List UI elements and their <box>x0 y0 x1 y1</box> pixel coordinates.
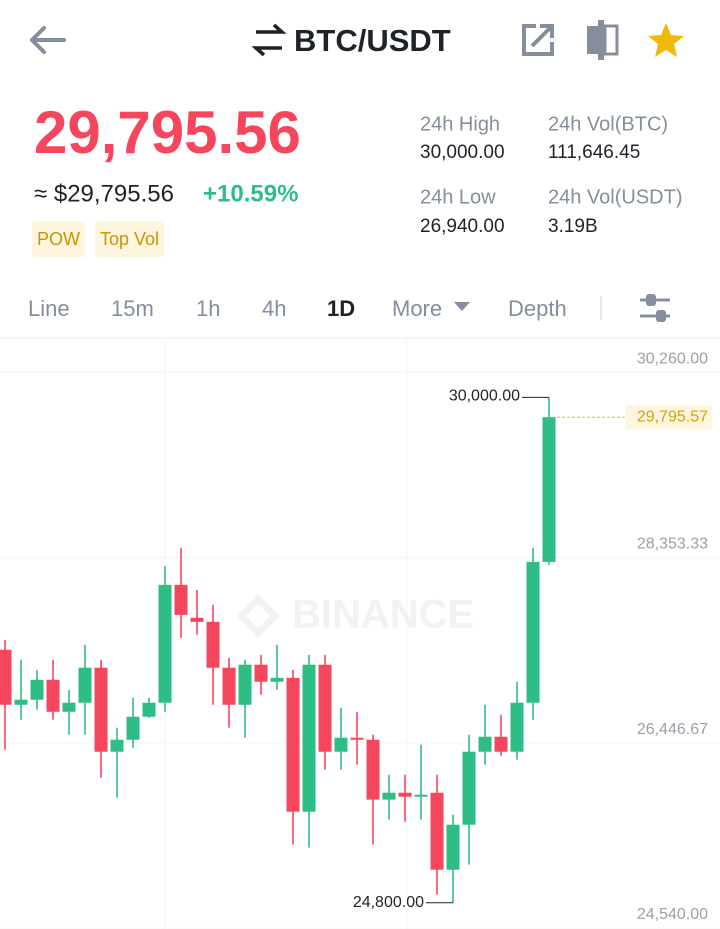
candle-body <box>526 561 540 703</box>
candle-body <box>30 679 44 700</box>
favorite-star[interactable] <box>648 23 684 57</box>
watermark: BINANCE <box>236 593 474 638</box>
candle-body <box>446 824 460 870</box>
candle-body <box>398 792 412 797</box>
swap-icon[interactable] <box>251 23 287 57</box>
tab[interactable]: Line <box>28 296 70 321</box>
y-tick-label: 26,446.67 <box>637 721 708 738</box>
stat-value: 111,646.45 <box>548 142 640 163</box>
candle-body <box>14 699 28 705</box>
watermark-logo <box>236 594 280 638</box>
last-price: 29,795.56 <box>34 99 301 166</box>
dropdown-triangle <box>454 302 470 311</box>
settings-icon <box>656 310 666 322</box>
settings-icon <box>646 294 656 306</box>
candle-body <box>0 649 12 705</box>
candle-body <box>414 794 428 797</box>
back-button[interactable] <box>30 26 66 54</box>
chart-settings[interactable] <box>640 294 670 322</box>
candle-body <box>494 736 508 752</box>
share-button[interactable] <box>522 24 554 56</box>
candle-body <box>382 792 396 800</box>
candle-body <box>222 667 236 705</box>
candle-body <box>270 677 284 682</box>
y-tick-label: 24,540.00 <box>637 906 708 923</box>
candle-body <box>478 736 492 752</box>
split-icon <box>598 20 604 60</box>
tab[interactable]: More <box>392 296 442 321</box>
tags: POW Top Vol <box>32 221 165 257</box>
candle-body <box>94 667 108 752</box>
candle-body <box>302 664 316 812</box>
pair-title: BTC/USDT <box>294 23 451 58</box>
candle-body <box>430 792 444 870</box>
stat-label: 24h Low <box>420 186 496 208</box>
back-arrow <box>30 26 66 54</box>
tab[interactable]: 4h <box>262 296 286 321</box>
candle-body <box>190 617 204 622</box>
plot: 30,260.00 28,353.33 26,446.67 24,540.00 30,0… <box>0 350 720 929</box>
tab[interactable]: 15m <box>111 296 154 321</box>
share-icon <box>522 24 554 56</box>
tag: Top Vol <box>100 229 159 249</box>
stat-label: 24h High <box>420 113 500 135</box>
stat-label: 24h Vol(USDT) <box>548 186 683 208</box>
low-label: 24,800.00 <box>353 894 424 911</box>
tabs: Line 15m 1h 4h 1D More Depth <box>28 296 567 321</box>
candle-body <box>238 664 252 705</box>
y-tick-label: 30,260.00 <box>637 350 708 367</box>
candle-body <box>110 739 124 752</box>
candle-body <box>366 739 380 800</box>
candle-body <box>334 737 348 752</box>
candle-body <box>542 417 556 562</box>
tag-bg <box>32 221 85 257</box>
candle-body <box>350 737 364 740</box>
stat-label: 24h Vol(BTC) <box>548 113 668 135</box>
candle-body <box>46 679 60 712</box>
last-price-bg <box>626 405 712 430</box>
y-tick-label: 28,353.33 <box>637 536 708 553</box>
share-icon <box>530 24 554 48</box>
candle-body <box>174 584 188 615</box>
tab[interactable]: 1D <box>327 296 355 321</box>
candle-body <box>318 664 332 752</box>
watermark-text: BINANCE <box>292 593 474 637</box>
candle-body <box>286 677 300 812</box>
price-change: +10.59% <box>203 180 298 207</box>
high-label: 30,000.00 <box>449 388 520 405</box>
candle-body <box>510 702 524 752</box>
candle-body <box>206 621 220 668</box>
tab[interactable]: Depth <box>508 296 567 321</box>
tab[interactable]: 1h <box>196 296 220 321</box>
stat-value: 3.19B <box>548 216 598 237</box>
split-button[interactable] <box>587 20 619 60</box>
candle-body <box>126 716 140 740</box>
split-icon <box>603 24 619 56</box>
stat-value: 26,940.00 <box>420 216 505 237</box>
approx-price: ≈ $29,795.56 <box>34 180 174 207</box>
split-icon <box>587 26 601 54</box>
last-price-label: 29,795.57 <box>637 408 708 425</box>
candle-body <box>62 702 76 712</box>
tag-bg <box>95 221 165 257</box>
candle-body <box>142 702 156 717</box>
candle-body <box>254 664 268 682</box>
tag: POW <box>37 229 80 249</box>
stat-value: 30,000.00 <box>420 142 505 163</box>
candle-body <box>462 751 476 825</box>
candle-body <box>158 584 172 703</box>
candle-body <box>78 667 92 703</box>
